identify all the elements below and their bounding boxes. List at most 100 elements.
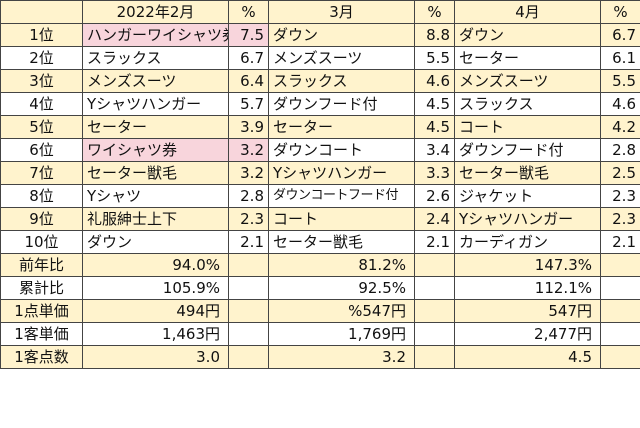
stat-value-mar: 1,769円 [268, 322, 415, 346]
rank-label: 9位 [0, 207, 83, 231]
item-feb: Yシャツ [82, 184, 229, 208]
pct-feb: 3.9 [228, 115, 269, 139]
pct-header-mar: % [414, 0, 455, 24]
stat-spacer [600, 253, 640, 277]
header-row: 2022年2月 % 3月 % 4月 % [0, 0, 640, 24]
ranking-row-4: 4位 Yシャツハンガー 5.7 ダウンフード付 4.5 スラックス 4.6 [0, 92, 640, 116]
pct-feb: 2.8 [228, 184, 269, 208]
stat-value-feb: 494円 [82, 299, 229, 323]
stat-spacer [228, 322, 269, 346]
month-header-feb: 2022年2月 [82, 0, 229, 24]
stat-row-cumulative: 累計比 105.9% 92.5% 112.1% [0, 276, 640, 300]
stat-row-customer-spend: 1客単価 1,463円 1,769円 2,477円 [0, 322, 640, 346]
pct-apr: 4.6 [600, 92, 640, 116]
item-apr: ダウンフード付 [454, 138, 601, 162]
stat-label: 1客点数 [0, 345, 83, 369]
month-header-apr: 4月 [454, 0, 601, 24]
stat-value-apr: 112.1% [454, 276, 601, 300]
stat-row-unit-price: 1点単価 494円 %547円 547円 [0, 299, 640, 323]
stat-spacer [414, 345, 455, 369]
pct-mar: 4.5 [414, 92, 455, 116]
item-mar: セーター獣毛 [268, 230, 415, 254]
stat-spacer [600, 276, 640, 300]
item-mar: ダウンコートフード付 [268, 184, 415, 208]
rank-label: 8位 [0, 184, 83, 208]
pct-apr: 2.1 [600, 230, 640, 254]
item-mar: メンズスーツ [268, 46, 415, 70]
month-header-mar: 3月 [268, 0, 415, 24]
pct-apr: 5.5 [600, 69, 640, 93]
pct-apr: 6.1 [600, 46, 640, 70]
pct-feb: 3.2 [228, 161, 269, 185]
item-feb: スラックス [82, 46, 229, 70]
stat-value-feb: 3.0 [82, 345, 229, 369]
stat-value-apr: 147.3% [454, 253, 601, 277]
ranking-row-10: 10位 ダウン 2.1 セーター獣毛 2.1 カーディガン 2.1 [0, 230, 640, 254]
item-feb: ワイシャツ券 [82, 138, 229, 162]
item-feb: ハンガーワイシャツ券 [82, 23, 229, 47]
rank-label: 4位 [0, 92, 83, 116]
item-feb: セーター [82, 115, 229, 139]
stat-value-mar: %547円 [268, 299, 415, 323]
item-mar: ダウンコート [268, 138, 415, 162]
ranking-row-8: 8位 Yシャツ 2.8 ダウンコートフード付 2.6 ジャケット 2.3 [0, 184, 640, 208]
pct-mar: 2.6 [414, 184, 455, 208]
item-apr: カーディガン [454, 230, 601, 254]
item-mar: スラックス [268, 69, 415, 93]
item-feb: セーター獣毛 [82, 161, 229, 185]
item-mar: ダウン [268, 23, 415, 47]
pct-apr: 6.7 [600, 23, 640, 47]
item-apr: セーター獣毛 [454, 161, 601, 185]
header-corner [0, 0, 83, 24]
rank-label: 3位 [0, 69, 83, 93]
pct-apr: 4.2 [600, 115, 640, 139]
stat-value-apr: 547円 [454, 299, 601, 323]
stat-spacer [414, 322, 455, 346]
item-mar: ダウンフード付 [268, 92, 415, 116]
pct-apr: 2.8 [600, 138, 640, 162]
pct-mar: 4.6 [414, 69, 455, 93]
pct-feb: 2.3 [228, 207, 269, 231]
stat-spacer [600, 345, 640, 369]
item-apr: スラックス [454, 92, 601, 116]
ranking-row-9: 9位 礼服紳士上下 2.3 コート 2.4 Yシャツハンガー 2.3 [0, 207, 640, 231]
item-feb: ダウン [82, 230, 229, 254]
pct-mar: 3.4 [414, 138, 455, 162]
stat-value-apr: 2,477円 [454, 322, 601, 346]
item-mar: コート [268, 207, 415, 231]
stat-value-mar: 3.2 [268, 345, 415, 369]
stat-spacer [414, 299, 455, 323]
item-mar: Yシャツハンガー [268, 161, 415, 185]
item-apr: ジャケット [454, 184, 601, 208]
stat-spacer [228, 299, 269, 323]
stat-value-feb: 105.9% [82, 276, 229, 300]
rank-label: 6位 [0, 138, 83, 162]
ranking-row-1: 1位 ハンガーワイシャツ券 7.5 ダウン 8.8 ダウン 6.7 [0, 23, 640, 47]
rank-label: 5位 [0, 115, 83, 139]
pct-feb: 7.5 [228, 23, 269, 47]
ranking-row-3: 3位 メンズスーツ 6.4 スラックス 4.6 メンズスーツ 5.5 [0, 69, 640, 93]
pct-mar: 2.1 [414, 230, 455, 254]
pct-mar: 3.3 [414, 161, 455, 185]
stat-value-mar: 92.5% [268, 276, 415, 300]
pct-feb: 2.1 [228, 230, 269, 254]
ranking-row-2: 2位 スラックス 6.7 メンズスーツ 5.5 セーター 6.1 [0, 46, 640, 70]
stat-value-feb: 1,463円 [82, 322, 229, 346]
stat-spacer [414, 276, 455, 300]
stat-row-items-per-customer: 1客点数 3.0 3.2 4.5 [0, 345, 640, 369]
stat-value-feb: 94.0% [82, 253, 229, 277]
rank-label: 1位 [0, 23, 83, 47]
sales-ranking-table: 2022年2月 % 3月 % 4月 % 1位 ハンガーワイシャツ券 7.5 ダウ… [0, 0, 640, 369]
stat-spacer [600, 322, 640, 346]
pct-feb: 6.4 [228, 69, 269, 93]
rank-label: 7位 [0, 161, 83, 185]
stat-spacer [228, 276, 269, 300]
ranking-row-5: 5位 セーター 3.9 セーター 4.5 コート 4.2 [0, 115, 640, 139]
stat-spacer [414, 253, 455, 277]
stat-value-apr: 4.5 [454, 345, 601, 369]
pct-mar: 8.8 [414, 23, 455, 47]
pct-apr: 2.3 [600, 207, 640, 231]
item-mar: セーター [268, 115, 415, 139]
stat-spacer [600, 299, 640, 323]
pct-feb: 6.7 [228, 46, 269, 70]
